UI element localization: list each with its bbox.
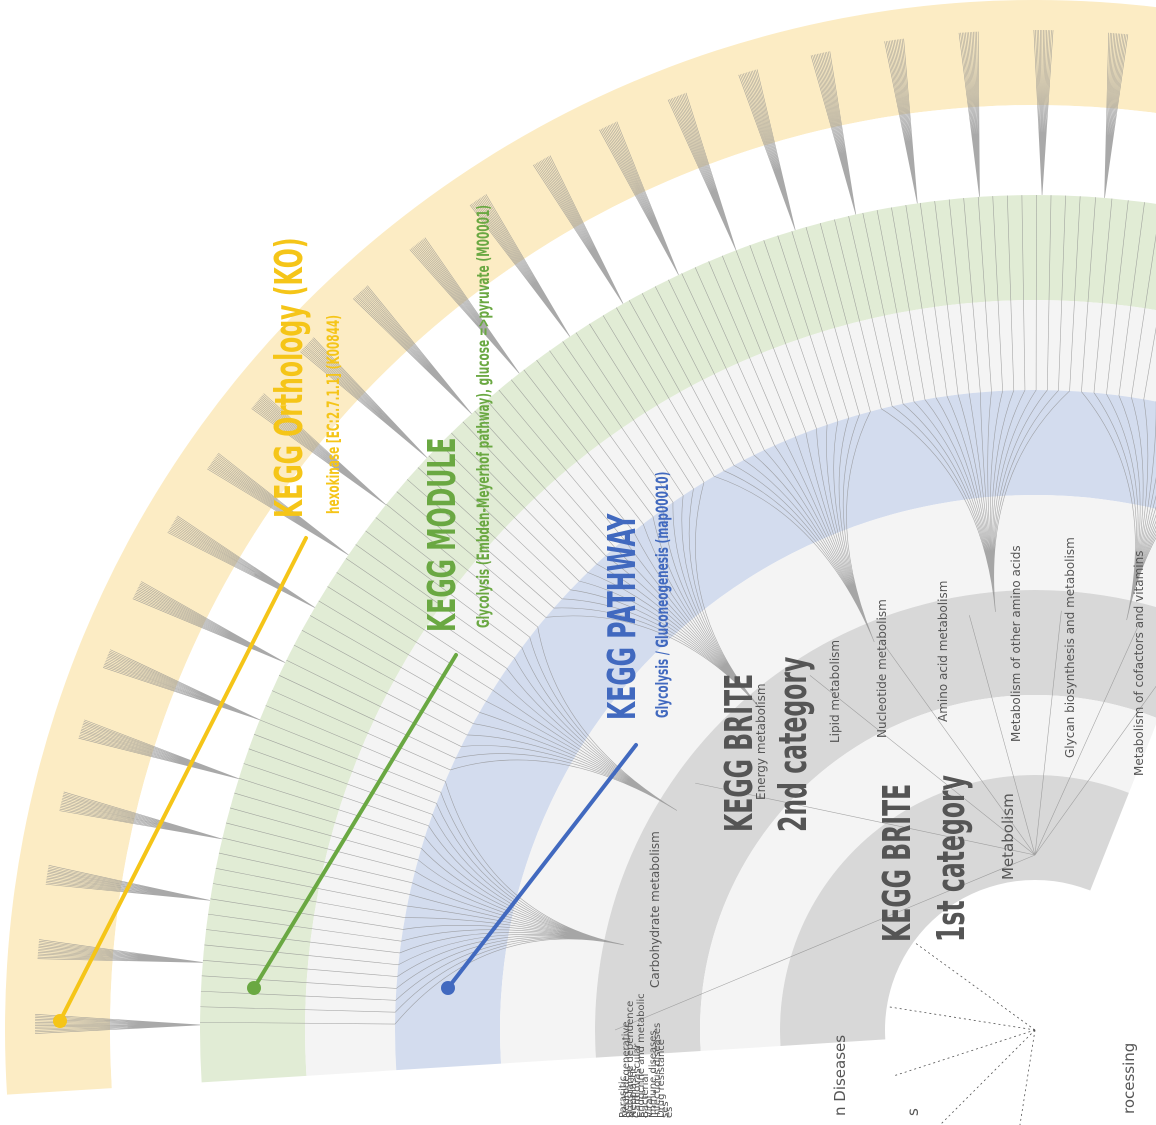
pathway-ring-band xyxy=(395,390,1156,1071)
cat2-label: Nucleotide metabolism xyxy=(875,599,889,738)
cat2-label: Carbohydrate metabolism xyxy=(648,831,662,988)
ko-title: KEGG Orthology (KO) xyxy=(268,238,311,518)
brite2-light-band xyxy=(700,695,1156,1052)
partial-label: Neoplastic xyxy=(628,1066,639,1118)
second-category-labels: Carbohydrate metabolism Energy metabolis… xyxy=(648,537,1146,988)
cat2-label: Energy metabolism xyxy=(754,683,768,800)
brite1-title-line2: 1st category xyxy=(930,775,973,942)
pathway-pointer-line xyxy=(446,743,638,990)
pathway-example-label: Glycolysis / Gluconeogenesis (map00010) xyxy=(654,472,673,718)
cat1-label: s xyxy=(904,1108,922,1116)
brite1-ring-band xyxy=(779,775,1129,1047)
clipped-disease-labels: Neoplastic Neurodegenerative Substance d… xyxy=(618,993,675,1118)
pathway-light-band xyxy=(305,300,1156,1076)
partial-label: Viral xyxy=(644,1096,655,1118)
partial-label: es xyxy=(664,1107,675,1118)
cat1-label: n Diseases xyxy=(831,1035,849,1116)
partial-label: Bacterial xyxy=(640,1074,651,1118)
partial-label: Parasitic xyxy=(618,1076,629,1118)
highlight-path xyxy=(53,536,638,1028)
ko-pointer-line xyxy=(58,536,308,1023)
partial-label: Endocrine and metabolic xyxy=(636,993,647,1118)
brite2-title-line1: KEGG BRITE xyxy=(718,674,761,832)
cat2-label: Metabolism of other amino acids xyxy=(1009,545,1023,742)
brite1-title-line1: KEGG BRITE xyxy=(876,784,919,942)
cat2-label: Amino acid metabolism xyxy=(936,581,950,722)
spoke-line xyxy=(886,1006,1036,1031)
pathway-node-marker xyxy=(441,981,455,995)
partial-label: Drug resistance xyxy=(656,1039,667,1118)
first-category-labels: Metabolism n Diseases rocessing s xyxy=(831,793,1138,1116)
layer-titles: KEGG Orthology (KO) hexokinase [EC:2.7.1… xyxy=(268,205,973,942)
ko-node-marker xyxy=(53,1014,67,1028)
spoke-line xyxy=(892,1029,1036,1077)
brite2-ring-band xyxy=(595,590,1156,1058)
spoke-line xyxy=(1019,1029,1036,1125)
partial-label: Cardiovascular xyxy=(632,1043,643,1118)
cat2-label: Glycan biosynthesis and metabolism xyxy=(1063,537,1077,758)
centre-spokes xyxy=(886,941,1036,1125)
module-pointer-line xyxy=(252,653,458,990)
module-ring-band xyxy=(200,195,1156,1083)
cat2-label: Lipid metabolism xyxy=(828,640,842,743)
pathway-title: KEGG PATHWAY xyxy=(601,513,644,720)
cat1-label: Metabolism xyxy=(999,793,1017,880)
module-light-band xyxy=(110,105,1156,1089)
spoke-line xyxy=(913,941,1036,1031)
module-title: KEGG MODULE xyxy=(421,438,464,632)
ko-example-label: hexokinase [EC:2.7.1.1] (K00844) xyxy=(325,315,344,514)
partial-label: Infectious diseases xyxy=(652,1023,663,1118)
module-example-label: Glycolysis (Embden-Meyerhof pathway), gl… xyxy=(475,205,494,628)
partial-label: Substance dependence xyxy=(625,1001,636,1118)
partial-label: Neurodegenerative xyxy=(621,1022,632,1118)
cat2-label: Metabolism of cofactors and vitamins xyxy=(1132,551,1146,777)
tree-branches xyxy=(34,29,1156,1034)
spoke-line xyxy=(939,1029,1036,1125)
branch-lines xyxy=(34,29,1156,1034)
partial-label: Immune diseases xyxy=(648,1030,659,1118)
partial-label: ses xyxy=(660,1101,671,1118)
cat1-label: rocessing xyxy=(1120,1043,1138,1114)
module-node-marker xyxy=(247,981,261,995)
brite2-title-line2: 2nd category xyxy=(772,656,815,832)
